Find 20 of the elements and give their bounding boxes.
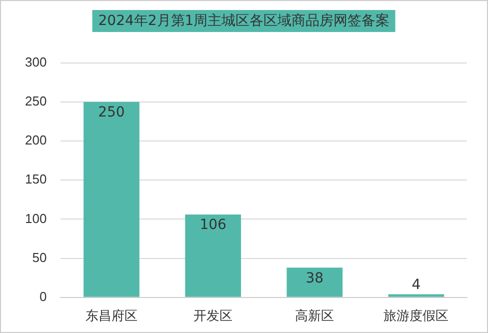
y-tick-label: 200: [24, 132, 47, 148]
bar: [286, 268, 343, 297]
bar: [388, 294, 444, 297]
x-tick-label: 旅游度假区: [384, 308, 449, 323]
y-tick-label: 50: [32, 250, 47, 265]
data-label: 38: [306, 270, 324, 286]
chart-title: 2024年2月第1周主城区各区域商品房网签备案: [92, 10, 396, 32]
x-tick-label: 开发区: [194, 308, 233, 323]
y-tick-label: 300: [24, 54, 47, 70]
y-tick-label: 0: [39, 288, 47, 304]
data-label: 250: [98, 104, 125, 121]
y-tick-label: 100: [24, 210, 47, 226]
y-tick-label: 250: [24, 93, 47, 108]
bar: [84, 102, 140, 297]
data-label: 4: [412, 276, 421, 293]
x-tick-label: 高新区: [295, 308, 334, 323]
y-tick-label: 150: [24, 172, 47, 187]
x-tick-label: 东昌府区: [85, 308, 138, 323]
bar: [185, 214, 241, 297]
data-label: 106: [200, 217, 227, 234]
